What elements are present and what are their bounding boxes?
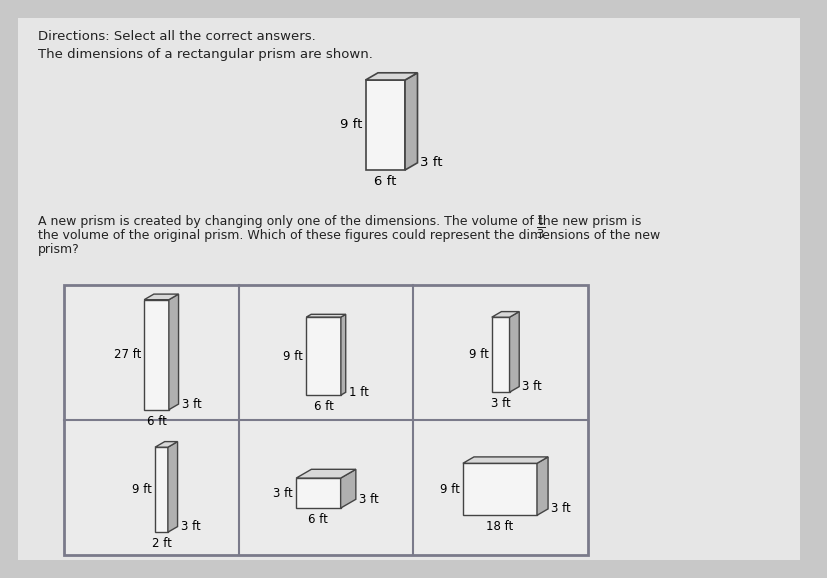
Polygon shape <box>155 442 177 447</box>
Polygon shape <box>462 457 547 464</box>
Text: 3 ft: 3 ft <box>181 398 201 410</box>
Polygon shape <box>144 294 179 300</box>
Text: 9 ft: 9 ft <box>340 118 362 132</box>
Text: the volume of the original prism. Which of these figures could represent the dim: the volume of the original prism. Which … <box>37 229 659 242</box>
Polygon shape <box>306 317 341 395</box>
Text: 2 ft: 2 ft <box>151 537 171 550</box>
Polygon shape <box>365 73 417 80</box>
FancyBboxPatch shape <box>65 285 587 555</box>
Polygon shape <box>509 312 519 392</box>
Text: 3 ft: 3 ft <box>180 520 200 533</box>
Polygon shape <box>365 80 404 170</box>
Text: 3 ft: 3 ft <box>550 502 570 516</box>
Text: Directions: Select all the correct answers.: Directions: Select all the correct answe… <box>37 30 315 43</box>
Text: 9 ft: 9 ft <box>132 483 152 496</box>
FancyBboxPatch shape <box>17 18 799 560</box>
Text: 3 ft: 3 ft <box>420 156 442 169</box>
Polygon shape <box>155 447 168 532</box>
Text: 1 ft: 1 ft <box>348 386 368 399</box>
Text: $\frac{1}{3}$: $\frac{1}{3}$ <box>536 214 545 242</box>
Polygon shape <box>306 314 346 317</box>
Polygon shape <box>168 442 177 532</box>
Polygon shape <box>296 478 340 508</box>
Text: The dimensions of a rectangular prism are shown.: The dimensions of a rectangular prism ar… <box>37 48 372 61</box>
Text: 3 ft: 3 ft <box>358 493 378 506</box>
Text: 27 ft: 27 ft <box>113 348 141 361</box>
Text: 9 ft: 9 ft <box>439 483 459 496</box>
Text: 6 ft: 6 ft <box>146 414 166 428</box>
Text: 3 ft: 3 ft <box>490 397 510 410</box>
Text: 6 ft: 6 ft <box>308 513 328 526</box>
Text: A new prism is created by changing only one of the dimensions. The volume of the: A new prism is created by changing only … <box>37 215 644 228</box>
Polygon shape <box>340 469 356 508</box>
Text: 3 ft: 3 ft <box>273 487 293 499</box>
Text: 18 ft: 18 ft <box>485 520 513 533</box>
Text: 3 ft: 3 ft <box>522 380 542 393</box>
Text: 6 ft: 6 ft <box>374 175 396 188</box>
Polygon shape <box>537 457 547 516</box>
Polygon shape <box>491 317 509 392</box>
Polygon shape <box>404 73 417 170</box>
Polygon shape <box>296 469 356 478</box>
Polygon shape <box>462 464 537 516</box>
Text: 9 ft: 9 ft <box>468 348 488 361</box>
Text: 6 ft: 6 ft <box>313 400 333 413</box>
Polygon shape <box>169 294 179 410</box>
Text: prism?: prism? <box>37 243 79 256</box>
Polygon shape <box>491 312 519 317</box>
Text: 9 ft: 9 ft <box>283 350 303 362</box>
Polygon shape <box>144 300 169 410</box>
Polygon shape <box>341 314 346 395</box>
